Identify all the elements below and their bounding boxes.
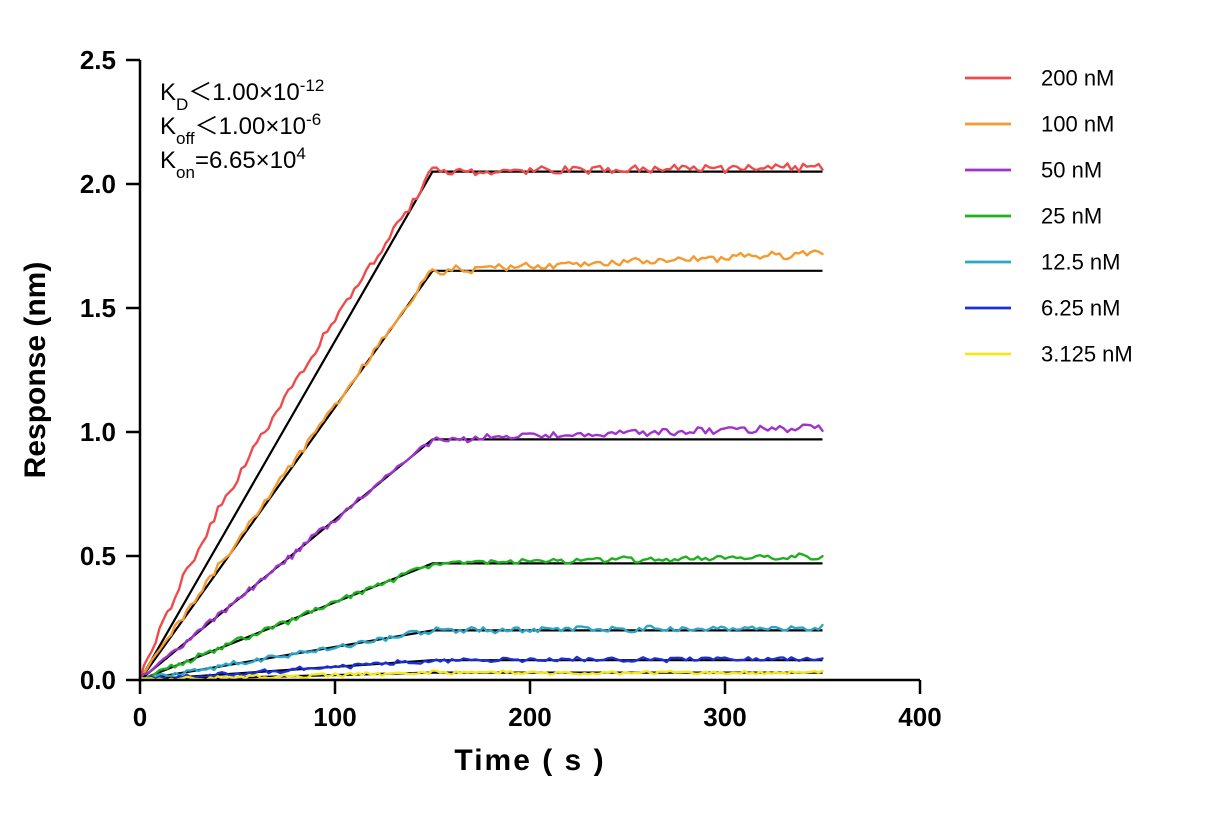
x-axis-title: Time ( s ): [454, 744, 605, 777]
legend-label-c200: 200 nM: [1041, 66, 1114, 91]
legend-label-c12_5: 12.5 nM: [1041, 250, 1121, 275]
legend-label-c50: 50 nM: [1041, 158, 1102, 183]
legend-label-c100: 100 nM: [1041, 112, 1114, 137]
legend-label-c3_125: 3.125 nM: [1041, 342, 1133, 367]
chart-svg: 0 100 200 300 400 0.0 0.5 1.0 1.5 2.0 2.5 Time ( s …: [0, 0, 1232, 825]
x-tick-label: 100: [313, 702, 356, 732]
x-tick-label: 400: [898, 702, 941, 732]
legend-label-c25: 25 nM: [1041, 204, 1102, 229]
y-tick-label: 2.5: [80, 45, 116, 75]
legend-label-c6_25: 6.25 nM: [1041, 296, 1121, 321]
y-tick-label: 1.5: [80, 293, 116, 323]
y-axis-title: Response (nm): [19, 262, 52, 479]
y-tick-label: 2.0: [80, 169, 116, 199]
y-tick-label: 1.0: [80, 417, 116, 447]
y-tick-label: 0.5: [80, 541, 116, 571]
x-tick-label: 300: [703, 702, 746, 732]
x-tick-label: 0: [133, 702, 147, 732]
y-tick-label: 0.0: [80, 665, 116, 695]
binding-kinetics-chart: 0 100 200 300 400 0.0 0.5 1.0 1.5 2.0 2.5 Time ( s …: [0, 0, 1232, 825]
x-tick-label: 200: [508, 702, 551, 732]
